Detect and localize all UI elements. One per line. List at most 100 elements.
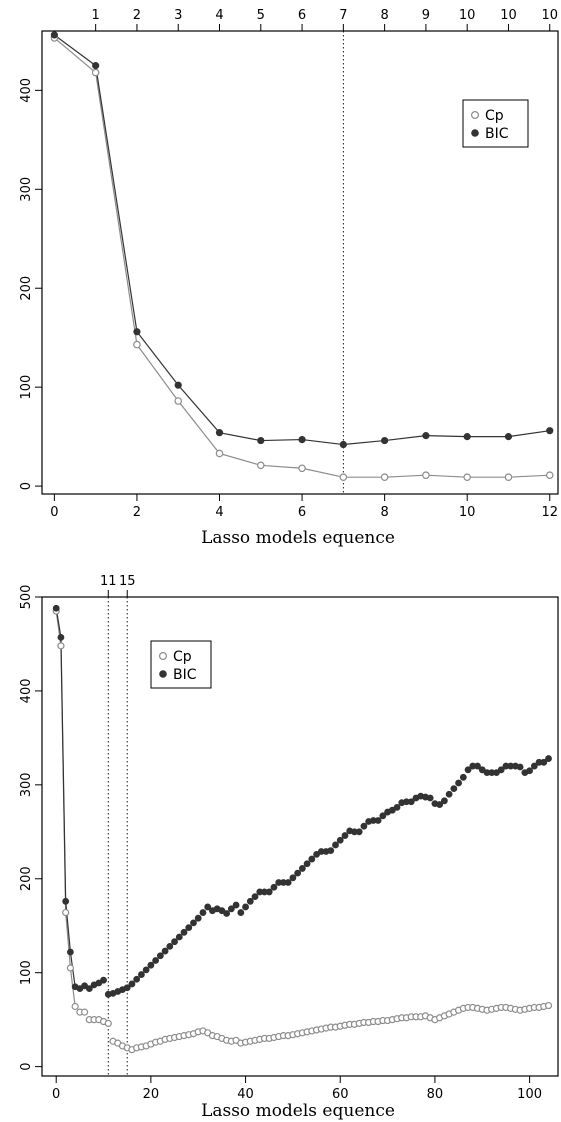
y-tick-label: 0 [19, 482, 34, 490]
top-tick-label: 10 [541, 8, 558, 23]
x-tick-label: 0 [52, 1087, 60, 1102]
cp-point [104, 1019, 112, 1028]
bic-point [190, 919, 197, 927]
plot-frame [41, 30, 559, 495]
bic-series-line [54, 34, 550, 446]
legend-box [462, 99, 529, 148]
bic-point [270, 883, 278, 891]
bic-point [147, 961, 155, 969]
top-tick-label: 2 [133, 8, 141, 23]
bic-point [426, 794, 434, 802]
bic-point [185, 924, 193, 932]
cp-point [504, 473, 513, 481]
x-tick-label: 40 [237, 1087, 254, 1102]
legend-box [150, 640, 212, 689]
cp-point [71, 1002, 79, 1011]
bic-point [52, 604, 60, 612]
bic-point [455, 779, 462, 787]
bic-point [341, 832, 349, 839]
top-tick-label: 4 [215, 8, 223, 23]
cp-point [62, 908, 70, 917]
bic-point [237, 909, 245, 916]
bic-point [530, 762, 538, 770]
bic-point [526, 767, 533, 775]
bic-point [360, 822, 368, 830]
x-tick-label: 8 [380, 505, 388, 520]
top-tick-label: 10 [500, 8, 517, 23]
bic-point [308, 855, 316, 863]
top-tick-label: 5 [257, 8, 265, 23]
x-tick-label: 12 [541, 505, 558, 520]
x-axis-label: Lasso models equence [201, 528, 395, 548]
bic-point [379, 812, 387, 820]
bic-point [516, 763, 524, 771]
bic-point [161, 947, 169, 955]
legend-bic-label: BIC [485, 126, 509, 142]
bic-point [445, 790, 453, 798]
cp-point [339, 473, 348, 481]
bic-point [339, 440, 347, 449]
bic-point [175, 933, 183, 941]
legend-bic-marker [159, 670, 167, 678]
bic-point [138, 971, 145, 978]
bic-point [152, 957, 160, 964]
bic-point [242, 903, 249, 911]
bic-point [327, 847, 335, 854]
bic-point [422, 432, 430, 440]
legend-cp-marker [159, 651, 168, 660]
top-tick-label: 3 [174, 8, 182, 23]
y-tick-label: 500 [19, 585, 34, 610]
bic-point [497, 766, 505, 774]
cp-point [545, 471, 554, 480]
bic-series-line [55, 608, 76, 987]
bic-point [332, 841, 339, 849]
cp-point [215, 449, 224, 458]
bic-point [251, 893, 259, 901]
cp-point [66, 964, 75, 972]
bic-point [474, 762, 481, 770]
bic-point [407, 798, 415, 806]
x-tick-label: 10 [459, 505, 476, 520]
bic-point [174, 381, 182, 389]
bic-point [232, 901, 240, 909]
bic-point [265, 888, 273, 896]
x-tick-label: 4 [215, 505, 223, 520]
bic-point [393, 803, 401, 811]
cp-point [57, 642, 65, 650]
bic-point [336, 836, 344, 844]
bic-point [194, 914, 202, 922]
bic-point [223, 910, 231, 917]
y-tick-label: 300 [19, 772, 34, 797]
bic-point [50, 31, 58, 39]
cp-point [174, 397, 183, 405]
bic-point [67, 948, 74, 956]
y-tick-label: 400 [19, 78, 34, 103]
bic-point [142, 966, 150, 974]
bic-point [227, 905, 235, 913]
top-tick-label: 10 [459, 8, 476, 23]
top-tick-label: 6 [298, 8, 306, 23]
cp-point [81, 1008, 89, 1016]
cp-point [380, 473, 389, 481]
bic-point [464, 766, 472, 774]
legend-cp-marker [471, 110, 480, 119]
x-tick-label: 60 [332, 1087, 349, 1102]
y-tick-label: 200 [19, 866, 34, 891]
bic-point [199, 909, 207, 916]
cp-series-line [55, 611, 76, 1007]
x-tick-label: 0 [50, 505, 58, 520]
bic-point [440, 797, 448, 805]
cp-point [91, 68, 100, 77]
x-tick-label: 20 [143, 1087, 160, 1102]
bic-point [284, 879, 292, 886]
bic-point [123, 984, 131, 992]
legend-cp-label: Cp [173, 649, 192, 665]
bic-point [545, 755, 552, 762]
cp-point [463, 473, 471, 481]
y-tick-label: 100 [19, 375, 34, 400]
cp-point [422, 471, 430, 480]
bic-point [180, 928, 188, 936]
bic-point [298, 865, 306, 872]
x-tick-label: 2 [133, 505, 141, 520]
bic-point [303, 860, 311, 868]
